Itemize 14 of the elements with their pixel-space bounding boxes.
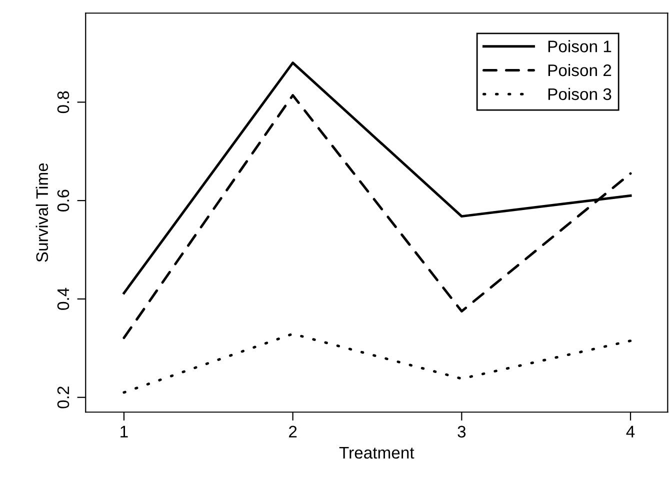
y-tick-label: 0.2 — [57, 386, 70, 408]
legend-label: Poison 1 — [548, 40, 612, 52]
x-axis-title: Treatment — [339, 447, 414, 459]
x-tick-label: 2 — [289, 426, 297, 438]
y-tick-label: 0.6 — [57, 190, 70, 212]
y-tick-label: 0.8 — [57, 91, 70, 114]
line-series — [122, 332, 632, 394]
x-tick-label: 4 — [626, 426, 635, 438]
x-tick-label: 1 — [120, 426, 128, 438]
y-axis-title: Survival Time — [36, 163, 48, 262]
x-tick-label: 3 — [458, 426, 466, 438]
y-tick-label: 0.4 — [57, 288, 70, 310]
legend-label: Poison 3 — [548, 88, 612, 100]
legend-label: Poison 2 — [548, 64, 612, 76]
